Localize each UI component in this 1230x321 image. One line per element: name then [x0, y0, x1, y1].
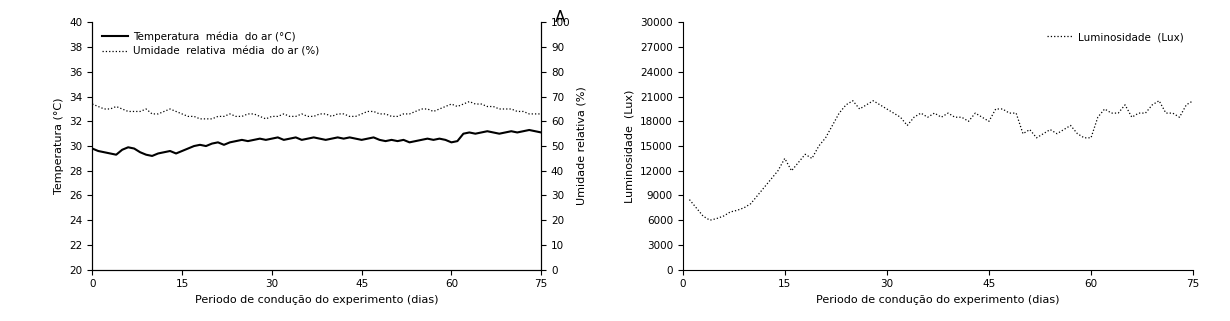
Luminosidade  (Lux) [729, 208, 744, 212]
Y-axis label: Temperatura (°C): Temperatura (°C) [54, 98, 64, 194]
Line: Umidade  relativa  média  do ar (%): Umidade relativa média do ar (%) [92, 101, 541, 119]
Legend: Temperatura  média  do ar (°C), Umidade  relativa  média  do ar (%): Temperatura média do ar (°C), Umidade re… [97, 28, 323, 61]
Umidade  relativa  média  do ar (%) [378, 112, 392, 116]
Temperatura  média  do ar (°C) [325, 137, 339, 141]
Luminosidade  (Lux) [1091, 115, 1106, 119]
Temperatura  média  do ar (°C) [390, 139, 405, 143]
Temperatura  média  do ar (°C) [378, 139, 392, 143]
Legend: Luminosidade  (Lux): Luminosidade (Lux) [1043, 28, 1188, 46]
Text: A: A [555, 10, 565, 25]
Luminosidade  (Lux) [1145, 103, 1160, 107]
Temperatura  média  do ar (°C) [85, 147, 100, 151]
Temperatura  média  do ar (°C) [145, 154, 160, 158]
Luminosidade  (Lux) [1111, 111, 1125, 115]
Umidade  relativa  média  do ar (%) [450, 105, 465, 108]
Umidade  relativa  média  do ar (%) [85, 102, 100, 106]
Luminosidade  (Lux) [845, 99, 860, 103]
Luminosidade  (Lux) [702, 218, 717, 222]
Line: Luminosidade  (Lux): Luminosidade (Lux) [690, 101, 1193, 220]
Temperatura  média  do ar (°C) [450, 139, 465, 143]
Luminosidade  (Lux) [1076, 136, 1091, 140]
Temperatura  média  do ar (°C) [534, 131, 549, 134]
Umidade  relativa  média  do ar (%) [246, 112, 261, 116]
Umidade  relativa  média  do ar (%) [127, 109, 141, 113]
Umidade  relativa  média  do ar (%) [193, 117, 208, 121]
Umidade  relativa  média  do ar (%) [325, 115, 339, 118]
Y-axis label: Umidade relativa (%): Umidade relativa (%) [576, 87, 587, 205]
Luminosidade  (Lux) [1097, 107, 1112, 111]
Umidade  relativa  média  do ar (%) [390, 115, 405, 118]
X-axis label: Periodo de condução do experimento (dias): Periodo de condução do experimento (dias… [817, 295, 1059, 305]
Temperatura  média  do ar (°C) [246, 138, 261, 142]
Umidade  relativa  média  do ar (%) [534, 112, 549, 116]
Temperatura  média  do ar (°C) [522, 128, 536, 132]
Umidade  relativa  média  do ar (%) [462, 100, 477, 103]
Luminosidade  (Lux) [683, 198, 697, 202]
Temperatura  média  do ar (°C) [127, 147, 141, 151]
Line: Temperatura  média  do ar (°C): Temperatura média do ar (°C) [92, 130, 541, 156]
Luminosidade  (Lux) [1186, 99, 1200, 103]
X-axis label: Periodo de condução do experimento (dias): Periodo de condução do experimento (dias… [196, 295, 438, 305]
Y-axis label: Luminosidade  (Lux): Luminosidade (Lux) [625, 89, 635, 203]
